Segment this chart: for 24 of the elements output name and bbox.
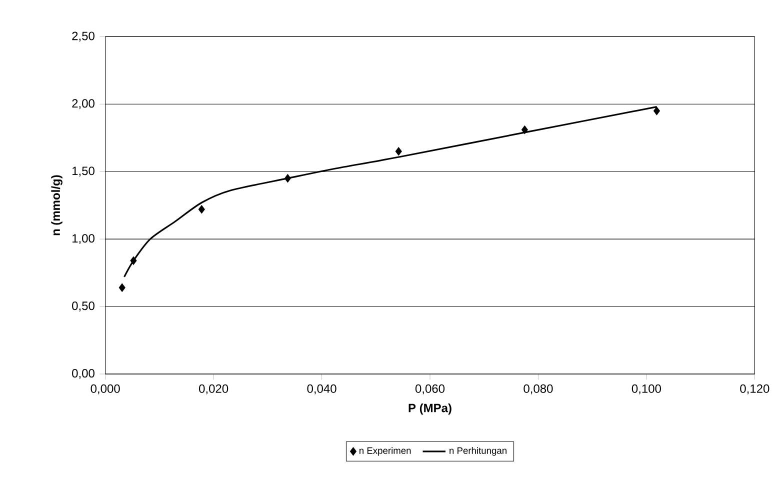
point: [395, 147, 402, 156]
y-tick-label: 0,50: [72, 302, 94, 312]
x-tick-label: 0,040: [307, 384, 336, 394]
point: [118, 283, 126, 292]
point: [284, 174, 291, 183]
y-tick-label: 0,00: [72, 369, 94, 379]
y-tick-label: 2,50: [72, 32, 94, 42]
x-tick-label: 0,000: [90, 384, 120, 394]
x-tick-label: 0,100: [632, 384, 661, 394]
x-tick-label: 0,120: [740, 384, 770, 394]
x-tick-label: 0,060: [415, 384, 445, 394]
point: [130, 256, 137, 265]
x-tick-label: 0,080: [524, 384, 553, 394]
point: [198, 205, 205, 214]
y-tick-label: 2,00: [72, 99, 94, 110]
y-axis-title: n (mmol/g): [51, 175, 62, 236]
legend-label: n Experimen: [360, 447, 411, 456]
x-axis-title: P (MPa): [408, 403, 452, 415]
x-tick-label: 0,020: [199, 384, 228, 394]
point: [653, 106, 660, 116]
y-tick-label: 1,50: [72, 166, 94, 177]
legend-label: n Perhitungan: [450, 447, 506, 456]
y-tick-label: 1,00: [72, 234, 94, 244]
point: [521, 125, 528, 134]
